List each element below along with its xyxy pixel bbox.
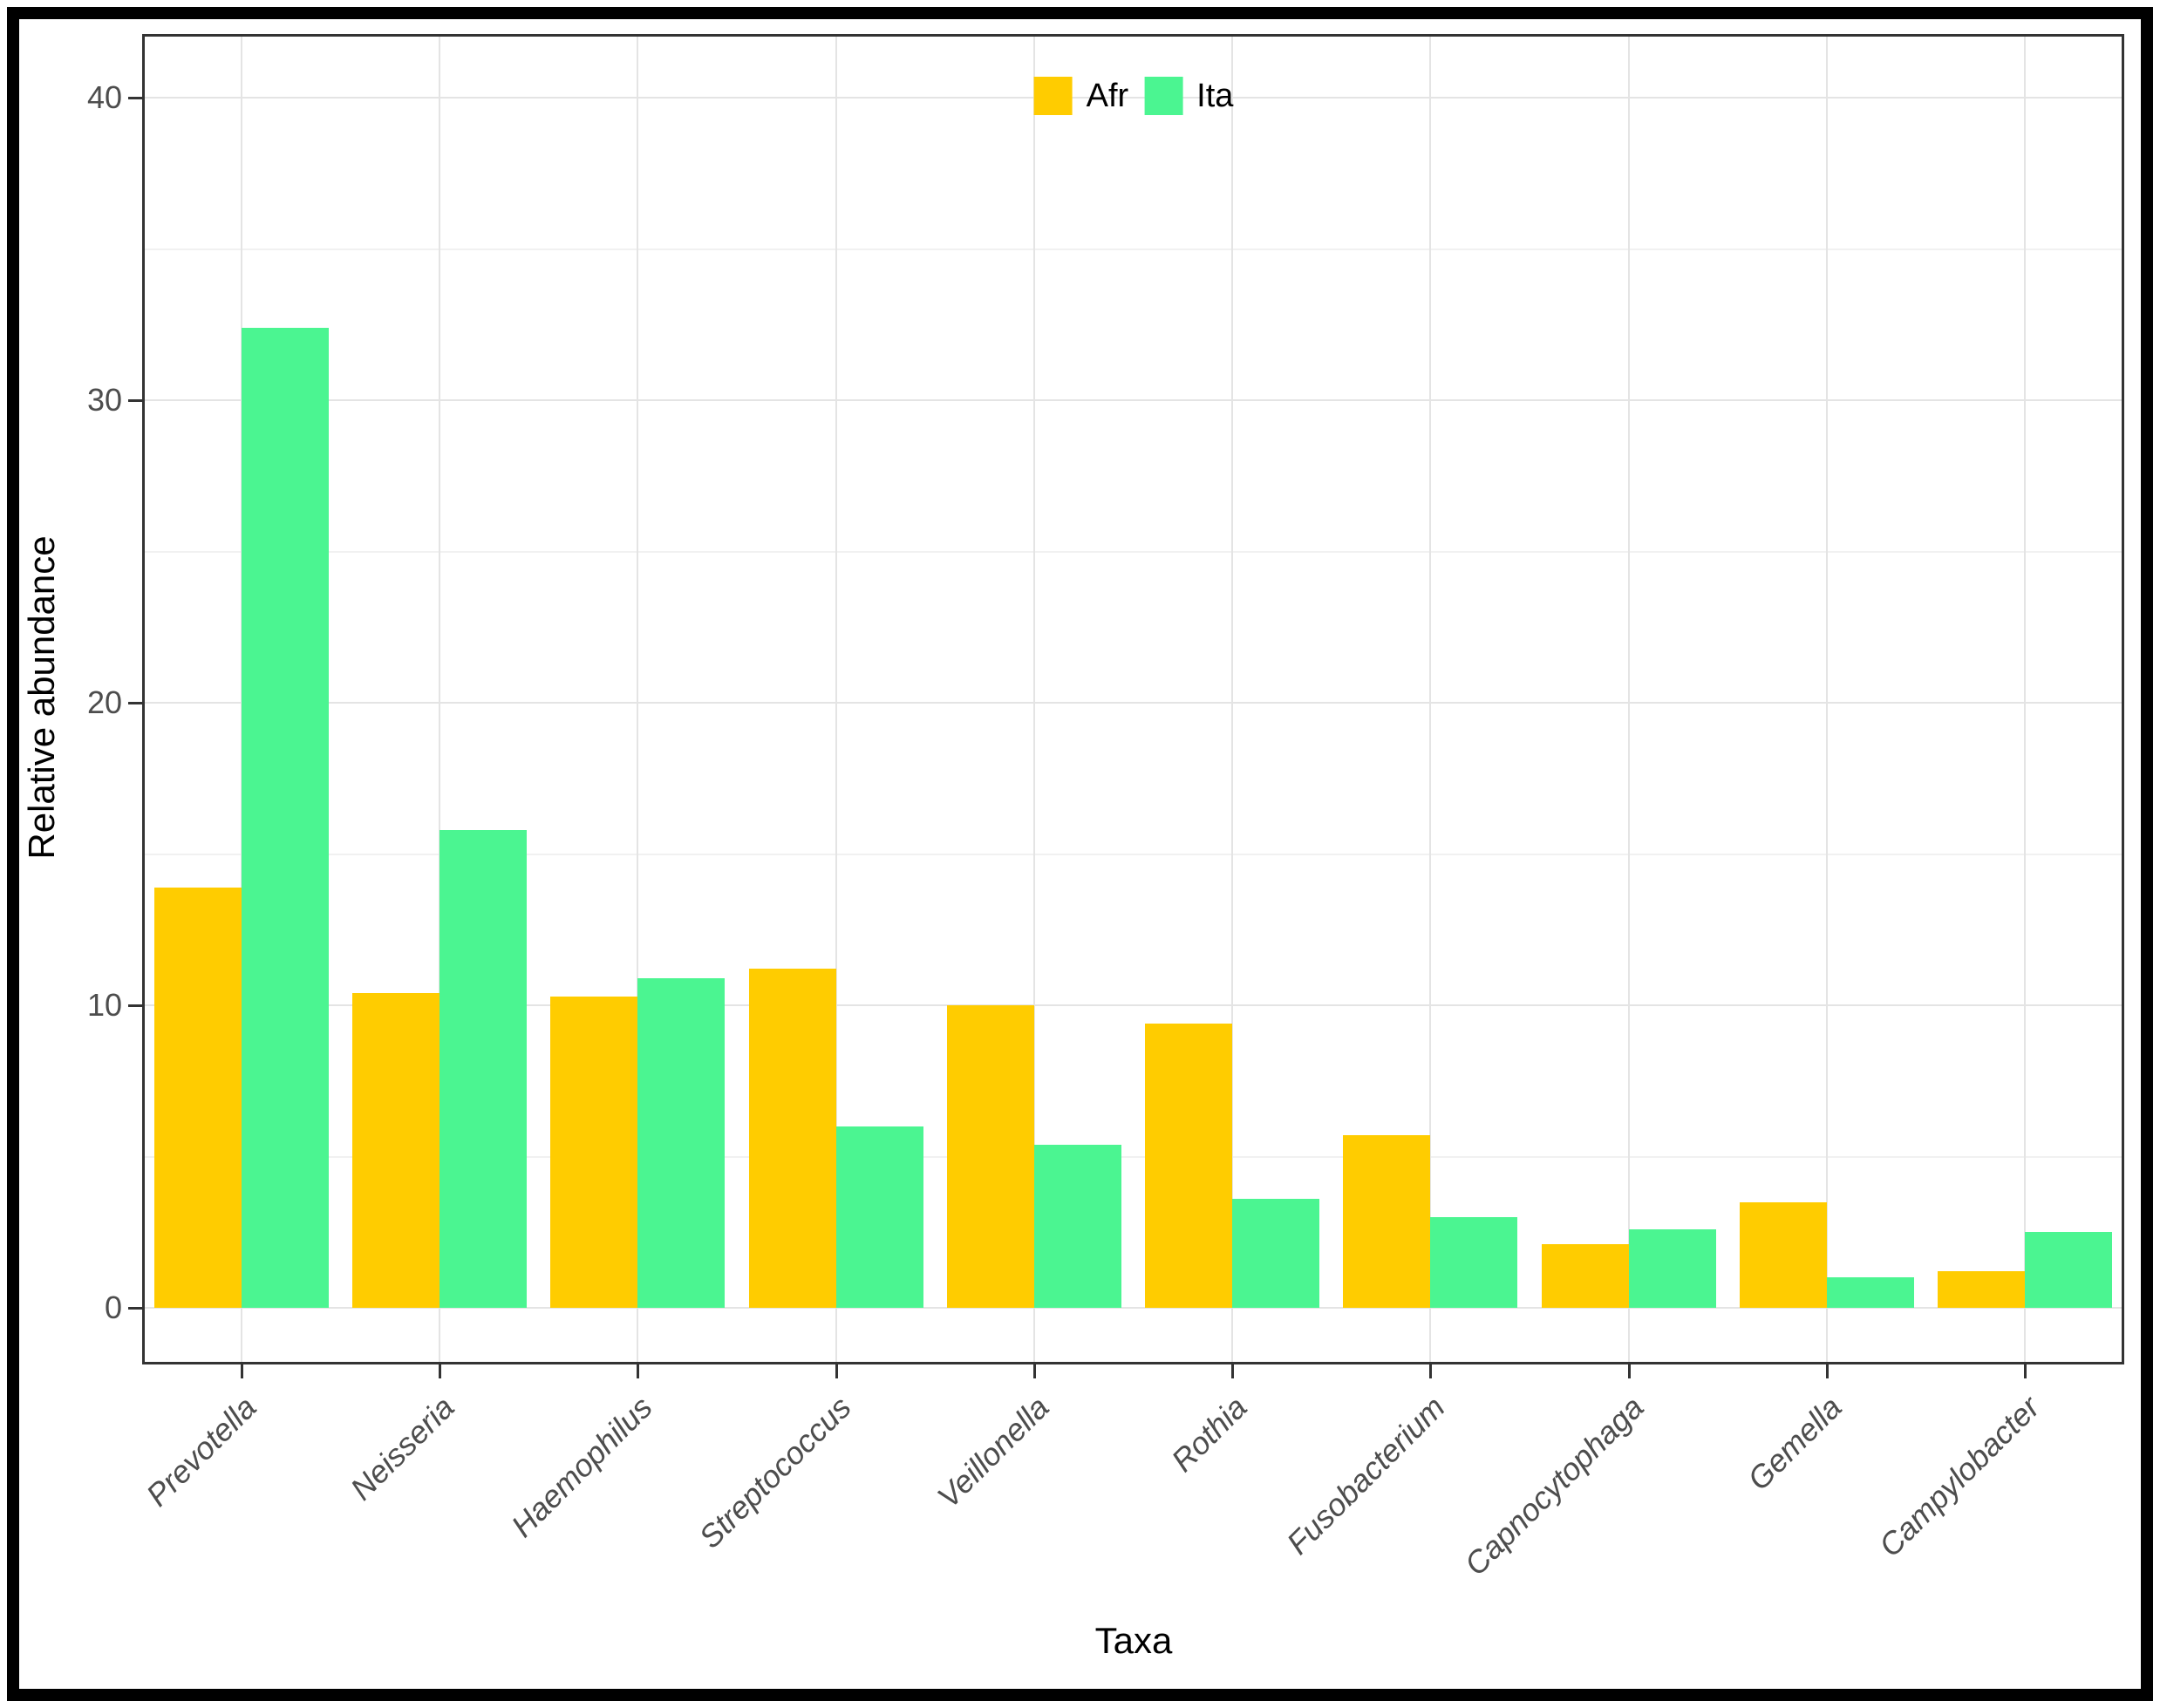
bar-ita-gemella: [1827, 1277, 1915, 1308]
x-tick-neisseria: [438, 1364, 441, 1378]
bar-ita-streptococcus: [835, 1126, 923, 1308]
gridline-x-capnocytophaga: [1627, 34, 1630, 1364]
gridline-x-haemophilus: [637, 34, 639, 1364]
gridline-x-neisseria: [438, 34, 440, 1364]
x-tick-capnocytophaga: [1627, 1364, 1631, 1378]
bar-ita-campylobacter: [2025, 1232, 2113, 1308]
bar-afr-haemophilus: [550, 996, 638, 1308]
y-tick-40: [128, 97, 142, 99]
y-tick-label-10: 10: [86, 987, 122, 1023]
bar-afr-veillonella: [946, 1005, 1034, 1308]
gridline-minor-35: [142, 248, 2124, 250]
x-tick-streptococcus: [835, 1364, 838, 1378]
gridline-x-fusobacterium: [1429, 34, 1432, 1364]
legend-label-afr: Afr: [1086, 78, 1129, 114]
bar-afr-rothia: [1145, 1023, 1233, 1308]
y-tick-label-30: 30: [86, 382, 122, 418]
y-tick-10: [128, 1004, 142, 1007]
legend: Afr Ita: [1033, 77, 1233, 115]
x-tick-veillonella: [1032, 1364, 1036, 1378]
bar-afr-neisseria: [351, 993, 439, 1308]
x-tick-label-text: Prevotella: [139, 1389, 263, 1514]
gridline-x-gemella: [1826, 34, 1829, 1364]
legend-item-afr: Afr: [1033, 77, 1129, 115]
bar-ita-haemophilus: [637, 977, 726, 1308]
y-tick-label-40: 40: [86, 79, 122, 115]
bar-afr-capnocytophaga: [1541, 1244, 1629, 1308]
bar-ita-prevotella: [241, 327, 329, 1308]
gridline-x-streptococcus: [835, 34, 837, 1364]
x-tick-rothia: [1231, 1364, 1235, 1378]
gridline-minor-25: [142, 550, 2124, 553]
gridline-major-0: [142, 1307, 2124, 1309]
legend-label-ita: Ita: [1196, 78, 1234, 114]
y-tick-30: [128, 399, 142, 402]
x-tick-label-gemella: Gemella: [1741, 1385, 1949, 1497]
x-tick-prevotella: [240, 1364, 243, 1378]
bar-afr-gemella: [1740, 1201, 1828, 1308]
bar-ita-rothia: [1232, 1199, 1320, 1308]
x-tick-haemophilus: [637, 1364, 640, 1378]
gridline-major-10: [142, 1004, 2124, 1006]
x-axis-title: Taxa: [1094, 1620, 1173, 1661]
x-tick-label-rothia: Rothia: [1164, 1385, 1328, 1479]
x-tick-label-haemophilus: Haemophilus: [504, 1385, 826, 1544]
y-tick-20: [128, 702, 142, 704]
x-tick-label-veillonella: Veillonella: [930, 1385, 1182, 1514]
gridline-minor-15: [142, 853, 2124, 855]
y-tick-label-20: 20: [86, 684, 122, 720]
gridline-minor-5: [142, 1155, 2124, 1158]
gridline-major-40: [142, 97, 2124, 99]
bar-ita-capnocytophaga: [1628, 1228, 1716, 1308]
x-tick-label-prevotella: Prevotella: [139, 1385, 386, 1513]
bar-ita-neisseria: [439, 829, 527, 1308]
legend-swatch-ita: [1144, 77, 1183, 115]
x-tick-label-campylobacter: Campylobacter: [1872, 1385, 2160, 1563]
plot-panel: [142, 34, 2124, 1364]
x-tick-gemella: [1826, 1364, 1830, 1378]
bar-afr-campylobacter: [1938, 1271, 2026, 1308]
y-tick-label-0: 0: [104, 1290, 122, 1325]
gridline-x-campylobacter: [2024, 34, 2027, 1364]
gridline-major-30: [142, 399, 2124, 401]
x-tick-label-neisseria: Neisseria: [344, 1385, 576, 1507]
gridline-x-veillonella: [1032, 34, 1035, 1364]
legend-item-ita: Ita: [1144, 77, 1233, 115]
gridline-major-20: [142, 702, 2124, 704]
y-tick-0: [128, 1307, 142, 1310]
x-tick-campylobacter: [2024, 1364, 2027, 1378]
gridline-x-rothia: [1231, 34, 1234, 1364]
bar-ita-veillonella: [1033, 1144, 1121, 1308]
x-tick-fusobacterium: [1429, 1364, 1433, 1378]
bar-afr-prevotella: [153, 887, 242, 1308]
legend-swatch-afr: [1033, 77, 1073, 115]
bar-afr-fusobacterium: [1343, 1135, 1431, 1308]
bar-ita-fusobacterium: [1430, 1216, 1518, 1308]
panel-border: [142, 34, 2124, 1364]
bar-afr-streptococcus: [748, 969, 836, 1308]
